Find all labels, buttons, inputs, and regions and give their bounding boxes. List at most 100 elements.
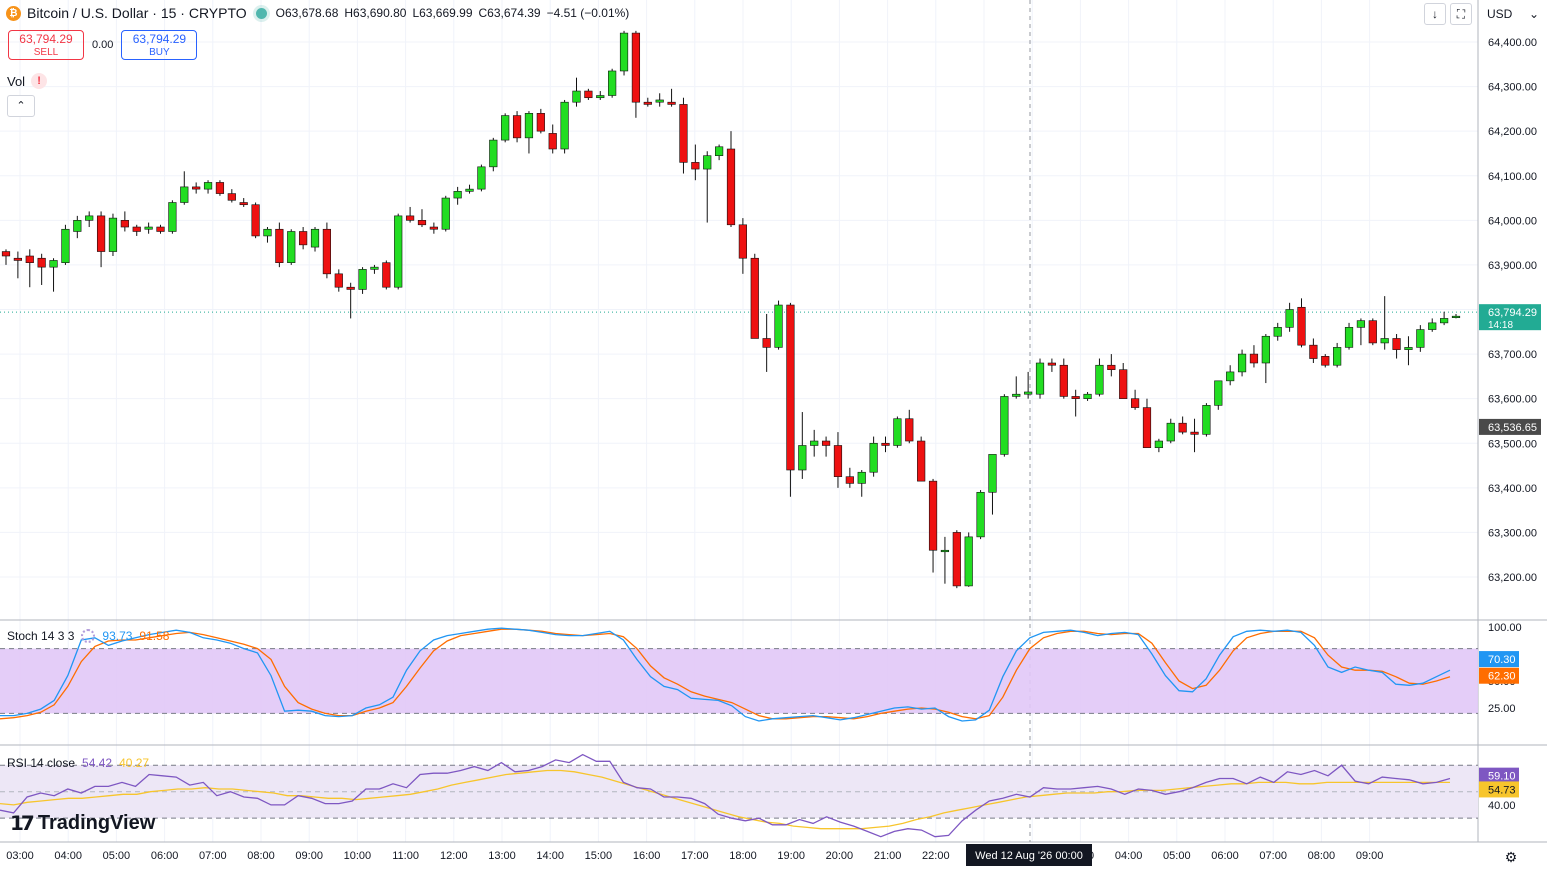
candle-body [61,228,70,263]
rsi-ma-line [0,769,1450,830]
candle-body [203,182,213,190]
market-status-icon[interactable] [255,7,267,19]
candle-body [869,442,878,473]
candle-body [679,104,688,163]
candle-body [1392,338,1401,350]
change-value: −4.51 (−0.01%) [546,6,630,20]
candle-body [1130,398,1140,408]
candle-body [49,260,58,268]
price-tick-label: 64,000.00 [1488,215,1537,227]
low-value: L63,669.99 [412,6,473,20]
volume-legend[interactable]: Vol ! [7,73,48,89]
candle-body [631,32,641,103]
candle-body [334,273,343,288]
candle-body [1202,405,1211,435]
candle-body [441,197,450,230]
candle-body [1214,380,1223,406]
candle-body [287,231,296,263]
tradingview-logo[interactable]: 𝟭𝟳 TradingView [10,811,155,836]
time-tick-label: 11:00 [392,850,419,862]
buy-button[interactable]: 63,794.29 BUY [121,30,198,60]
candle-body [405,215,415,221]
time-tick-label: 07:00 [199,850,227,862]
price-tick-label: 63,400.00 [1488,483,1537,495]
grid-lines [0,0,1478,842]
candle-body [1344,327,1354,348]
price-tick-label: 63,600.00 [1488,394,1537,406]
price-tick-label: 63,500.00 [1488,438,1537,450]
rsi-ma-tag [1479,781,1519,798]
candle-body [1059,364,1068,397]
warning-icon[interactable]: ! [31,73,48,89]
rsi-legend[interactable]: RSI 14 close 54.42 40.27 [7,756,149,770]
candle-body [1012,393,1021,397]
candle-body [560,101,569,150]
time-tick-label: 07:00 [1259,850,1287,862]
currency-label: USD [1487,7,1513,21]
candle-body [251,204,260,237]
candle-body [619,32,629,72]
candle-body [13,257,22,261]
symbol-title[interactable]: Bitcoin / U.S. Dollar · 15 · CRYPTO [27,5,247,21]
price-tick-label: 64,100.00 [1488,171,1537,183]
crosshair-price-tag [1479,418,1541,435]
collapse-legend-button[interactable]: ⌃ [7,95,35,117]
currency-select[interactable]: USD ⌄ [1483,3,1543,25]
stoch-k-tag-label: 70.30 [1488,654,1516,666]
candle-body [227,193,236,201]
candle-body [1142,407,1152,449]
time-tick-label: 22:00 [922,850,950,862]
candle-body [1024,391,1033,395]
candle-body [453,191,462,199]
candle-body [750,257,759,339]
candle-body [810,440,819,446]
time-tick-label: 06:00 [151,850,179,862]
candle-body [536,113,545,132]
time-tick-label: 09:00 [295,850,323,862]
candle-body [299,231,308,246]
candle-body [774,304,783,348]
time-tick-label: 10:00 [344,850,372,862]
download-icon[interactable]: ↓ [1424,3,1446,25]
time-tick-label: 20:00 [826,850,854,862]
time-tick-label: 19:00 [777,850,805,862]
stoch-d-value: 91.58 [139,629,170,643]
buy-label: BUY [149,47,170,58]
candle-body [821,440,831,446]
candle-body [85,215,94,221]
candle-body [905,418,914,442]
candle-body [132,226,141,232]
stoch-label: Stoch 14 3 3 [7,629,75,643]
candle-body [1273,327,1282,337]
time-tick-label: 04:00 [1115,850,1143,862]
crosshair-time-label: Wed 12 Aug '26 00:00 [975,850,1083,862]
candle-body [512,115,522,139]
candle-body [1154,440,1163,449]
time-axis: 03:00 04:00 05:00 06:00 07:00 08:00 09:00 10:00… [6,844,1383,866]
candle-body [988,454,997,493]
candle-body [1333,347,1342,366]
price-tick-label: 63,200.00 [1488,572,1537,584]
candle-body [643,101,652,105]
candle-body [952,532,961,587]
stoch-legend[interactable]: Stoch 14 3 3 93.73 91.58 [7,629,169,643]
candle-body [25,255,34,263]
stoch-k-line [0,627,1451,722]
rsi-tag [1479,767,1519,784]
bitcoin-icon: ₿ [6,5,21,21]
time-tick-label: 14:00 [536,850,564,862]
crosshair-price-label: 63,536.65 [1488,422,1537,434]
candle-body [1226,371,1235,382]
sell-button[interactable]: 63,794.29 SELL [8,30,84,60]
candle-body [1,251,11,257]
settings-icon[interactable]: ⚙ [1504,849,1518,865]
candle-body [893,418,902,446]
price-tick-label: 64,200.00 [1488,126,1537,138]
time-tick-label: 03:00 [6,850,34,862]
symbol-legend[interactable]: ₿ Bitcoin / U.S. Dollar · 15 · CRYPTO O6… [6,5,629,21]
stoch-d-line [0,628,1451,720]
fullscreen-icon[interactable]: ⛶ [1450,3,1472,25]
rsi-value: 54.42 [82,756,113,770]
candle-body [1071,396,1080,399]
